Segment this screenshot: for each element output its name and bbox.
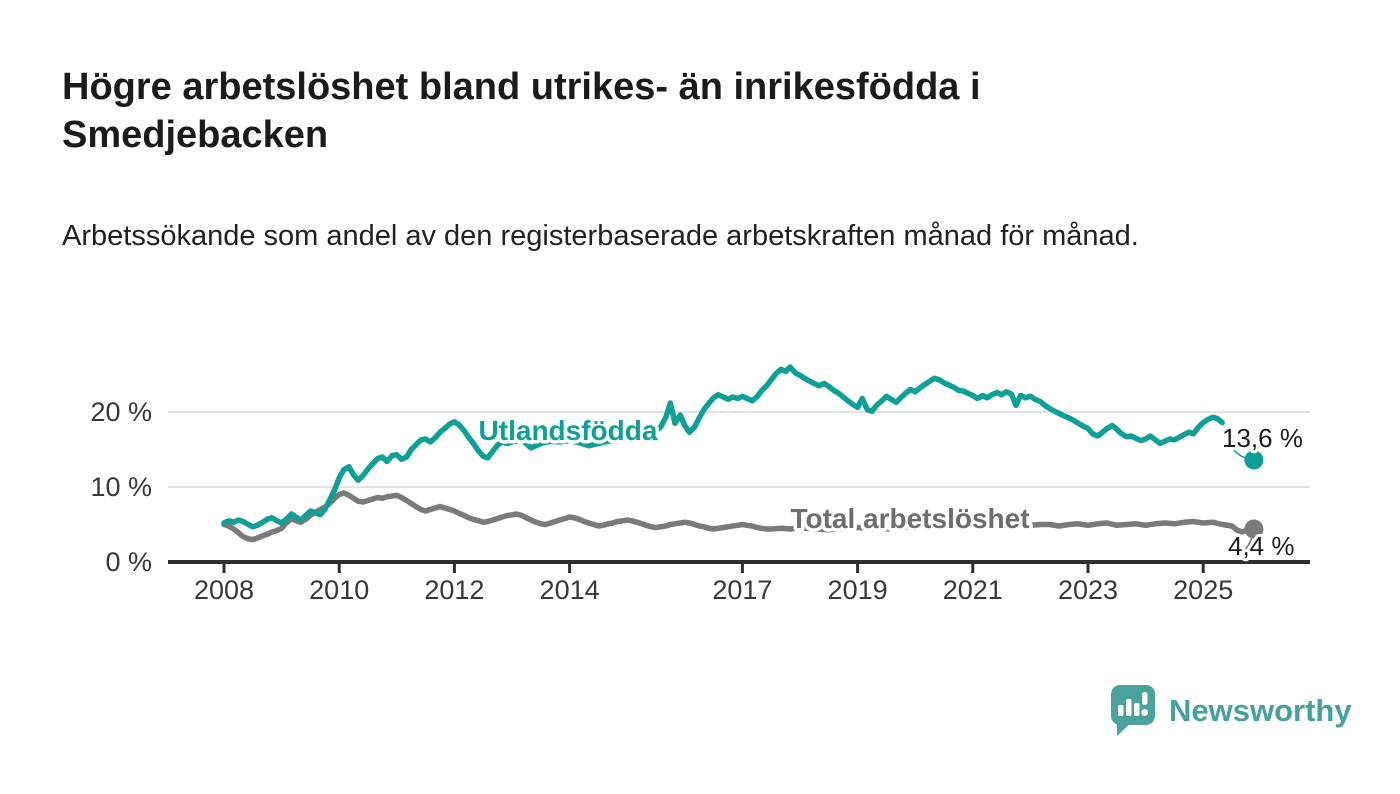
y-tick-label: 20 % xyxy=(90,397,152,427)
latest-point-utlandsfodda xyxy=(1244,450,1264,470)
x-tick-label: 2023 xyxy=(1058,575,1118,605)
x-tick-label: 2017 xyxy=(712,575,772,605)
latest-value-label-utlandsfodda: 13,6 % xyxy=(1222,423,1303,453)
x-tick-label: 2019 xyxy=(828,575,888,605)
y-tick-label: 10 % xyxy=(90,472,152,502)
x-tick-label: 2008 xyxy=(194,575,254,605)
x-tick-label: 2021 xyxy=(943,575,1003,605)
y-tick-label: 0 % xyxy=(105,547,152,577)
gridlines xyxy=(168,411,1310,564)
newsworthy-logo: Newsworthy xyxy=(1110,684,1352,738)
chart-subtitle: Arbetssökande som andel av den registerb… xyxy=(62,220,1139,252)
page-title: Högre arbetslöshet bland utrikes- än inr… xyxy=(62,66,981,156)
x-axis-ticks: 2008 2010 2012 2014 2017 2019 2021 2023 2025 xyxy=(194,562,1233,605)
speech-bubble-bar-chart-icon xyxy=(1111,685,1155,736)
y-axis-labels: 0 % 10 % 20 % xyxy=(90,397,152,577)
latest-value-label-total: 4,4 % xyxy=(1228,531,1295,561)
latest-point-total xyxy=(1244,519,1264,539)
brand-name: Newsworthy xyxy=(1169,693,1352,728)
series-label-utlandsfodda: Utlandsfödda xyxy=(479,415,658,446)
x-tick-label: 2012 xyxy=(424,575,484,605)
x-tick-label: 2014 xyxy=(540,575,600,605)
series-line-utlandsfodda xyxy=(221,364,1225,530)
series-label-total: Total arbetslöshet xyxy=(790,503,1029,534)
x-tick-label: 2010 xyxy=(309,575,369,605)
series-line-total xyxy=(221,490,1257,543)
x-tick-label: 2025 xyxy=(1173,575,1233,605)
